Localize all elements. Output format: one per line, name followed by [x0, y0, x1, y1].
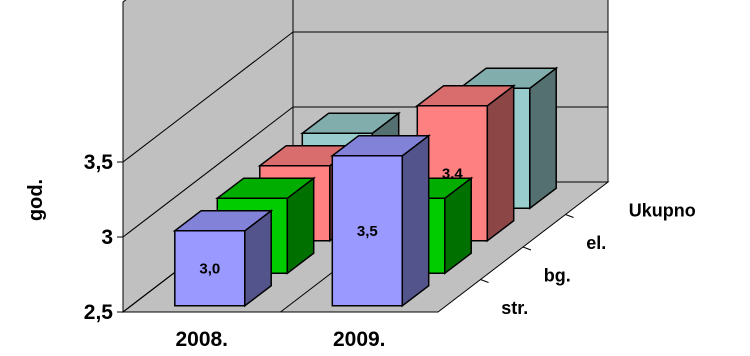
bar-side: [401, 134, 430, 308]
y-tick-label: 3: [101, 226, 113, 249]
bar: 3,5: [330, 134, 431, 308]
data-label: 3,0: [199, 260, 220, 277]
x-category-label: 2008.: [175, 328, 228, 351]
depth-tick: [522, 246, 532, 251]
series-depth-label: el.: [586, 233, 606, 253]
data-label: 3,5: [357, 223, 378, 240]
bar: 3,0: [172, 209, 274, 308]
y-axis-label: god.: [25, 179, 47, 221]
bar-side: [529, 66, 557, 210]
depth-tick: [565, 214, 574, 218]
series-depth-label: str.: [501, 298, 528, 318]
x-category-label: 2009.: [333, 328, 386, 351]
series-depth-label: bg.: [544, 265, 571, 285]
bar-top: [330, 134, 431, 157]
chart-labels: 2,5 3 3,5 god. 2008. 2009. str. bg. el. Ukupno: [25, 151, 696, 351]
depth-tick: [480, 279, 489, 283]
bar-top: [415, 84, 516, 107]
bar-top: [215, 177, 316, 200]
chart-bars: 3,03,33,03,43,03,03,03,5: [172, 66, 559, 308]
y-tick-label: 2,5: [84, 301, 114, 324]
y-tick-label: 3,5: [84, 151, 114, 174]
series-depth-label: Ukupno: [629, 200, 696, 220]
bar-top: [300, 112, 401, 135]
bar-side: [486, 84, 515, 243]
bar-top: [172, 209, 274, 232]
gridline: [122, 31, 608, 163]
